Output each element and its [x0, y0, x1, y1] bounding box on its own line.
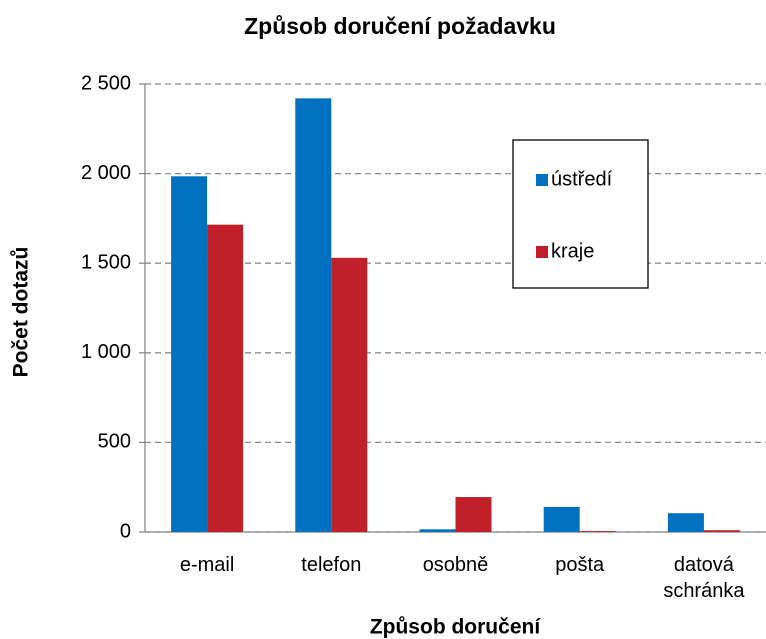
- legend-swatch: [536, 246, 548, 258]
- y-tick-label: 1 000: [81, 341, 131, 363]
- y-tick-label: 0: [120, 520, 131, 542]
- y-tick-label: 2 500: [81, 72, 131, 94]
- bar: [543, 506, 580, 532]
- legend-box: [512, 139, 649, 289]
- x-axis-title: Způsob doručení: [370, 616, 541, 639]
- legend-label: ústředí: [551, 168, 613, 190]
- x-tick-label: datová schránka: [663, 554, 745, 602]
- bar: [579, 531, 616, 532]
- chart-title: Způsob doručení požadavku: [244, 13, 556, 39]
- y-axis-title: Počet dotazů: [10, 247, 33, 378]
- bar: [667, 513, 704, 532]
- bar: [419, 529, 456, 532]
- bar: [331, 257, 368, 532]
- x-tick-label: osobně: [422, 554, 489, 576]
- x-tick-label: telefon: [301, 554, 362, 576]
- bar: [295, 98, 332, 532]
- bar: [703, 530, 740, 532]
- x-tick-label: pošta: [555, 554, 605, 576]
- bar: [171, 176, 208, 532]
- legend-swatch: [536, 174, 548, 186]
- x-tick-label: e-mail: [179, 554, 235, 576]
- legend-label: kraje: [551, 240, 594, 262]
- y-tick-label: 1 500: [81, 251, 131, 273]
- bar: [207, 224, 244, 532]
- y-tick-label: 2 000: [81, 162, 131, 184]
- bar: [455, 497, 492, 532]
- y-tick-label: 500: [98, 431, 131, 453]
